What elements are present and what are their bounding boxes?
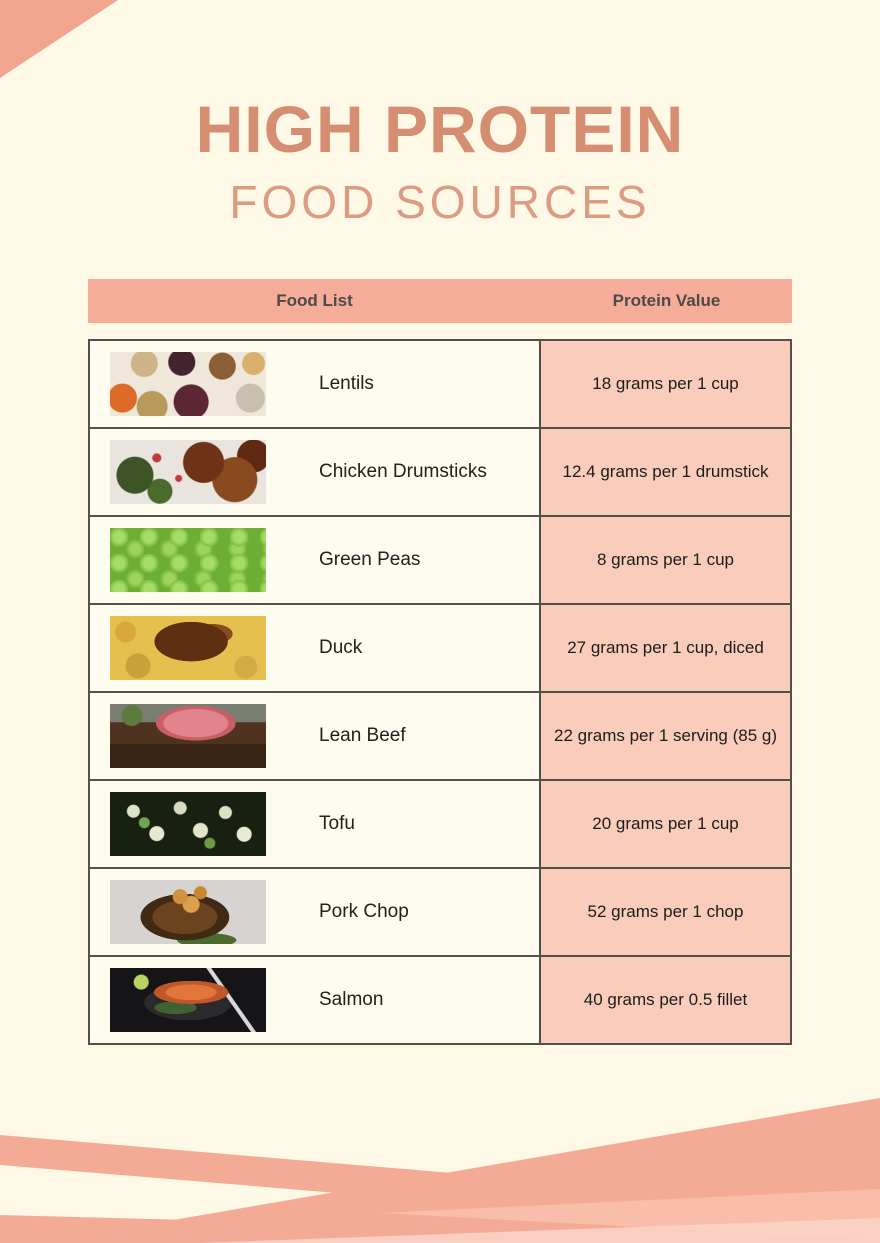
page-subtitle: FOOD SOURCES bbox=[229, 176, 651, 228]
lentils-photo bbox=[110, 352, 266, 416]
duck-photo bbox=[110, 616, 266, 680]
food-name: Lean Beef bbox=[319, 725, 406, 746]
table-row-lean-beef: Lean Beef 22 grams per 1 serving (85 g) bbox=[90, 693, 790, 781]
food-table: Lentils 18 grams per 1 cup Chicken Drums… bbox=[88, 339, 792, 1045]
tofu-photo bbox=[110, 792, 266, 856]
column-header-food-list: Food List bbox=[276, 291, 353, 310]
protein-value: 8 grams per 1 cup bbox=[541, 517, 790, 603]
protein-value: 27 grams per 1 cup, diced bbox=[541, 605, 790, 691]
food-cell: Salmon bbox=[90, 957, 541, 1043]
food-cell: Duck bbox=[90, 605, 541, 691]
food-name: Lentils bbox=[319, 373, 374, 394]
food-cell: Green Peas bbox=[90, 517, 541, 603]
table-row-salmon: Salmon 40 grams per 0.5 fillet bbox=[90, 957, 790, 1043]
food-name: Tofu bbox=[319, 813, 355, 834]
table-row-chicken-drumsticks: Chicken Drumsticks 12.4 grams per 1 drum… bbox=[90, 429, 790, 517]
table-row-green-peas: Green Peas 8 grams per 1 cup bbox=[90, 517, 790, 605]
food-cell: Lentils bbox=[90, 341, 541, 427]
table-row-lentils: Lentils 18 grams per 1 cup bbox=[90, 341, 790, 429]
food-name: Chicken Drumsticks bbox=[319, 461, 487, 482]
table-row-pork-chop: Pork Chop 52 grams per 1 chop bbox=[90, 869, 790, 957]
lean-beef-photo bbox=[110, 704, 266, 768]
page-title: HIGH PROTEIN bbox=[195, 92, 685, 166]
food-cell: Tofu bbox=[90, 781, 541, 867]
food-name: Green Peas bbox=[319, 549, 421, 570]
food-cell: Chicken Drumsticks bbox=[90, 429, 541, 515]
protein-value: 22 grams per 1 serving (85 g) bbox=[541, 693, 790, 779]
green-peas-photo bbox=[110, 528, 266, 592]
column-header-protein-value: Protein Value bbox=[612, 291, 721, 310]
salmon-photo bbox=[110, 968, 266, 1032]
protein-value: 40 grams per 0.5 fillet bbox=[541, 957, 790, 1043]
protein-value: 18 grams per 1 cup bbox=[541, 341, 790, 427]
protein-value: 20 grams per 1 cup bbox=[541, 781, 790, 867]
food-name: Duck bbox=[319, 637, 363, 658]
table-row-duck: Duck 27 grams per 1 cup, diced bbox=[90, 605, 790, 693]
food-name: Pork Chop bbox=[319, 901, 409, 922]
pork-chop-photo bbox=[110, 880, 266, 944]
food-name: Salmon bbox=[319, 989, 384, 1010]
food-cell: Lean Beef bbox=[90, 693, 541, 779]
chicken-drumsticks-photo bbox=[110, 440, 266, 504]
table-header-band: Food List Protein Value bbox=[88, 279, 792, 323]
protein-value: 52 grams per 1 chop bbox=[541, 869, 790, 955]
bottom-decoration bbox=[0, 1098, 880, 1243]
table-row-tofu: Tofu 20 grams per 1 cup bbox=[90, 781, 790, 869]
protein-value: 12.4 grams per 1 drumstick bbox=[541, 429, 790, 515]
food-cell: Pork Chop bbox=[90, 869, 541, 955]
